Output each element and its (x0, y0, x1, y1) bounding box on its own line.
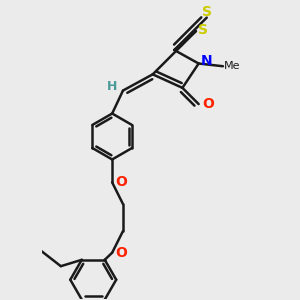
Text: O: O (116, 176, 127, 189)
Text: Me: Me (224, 61, 241, 71)
Text: O: O (116, 246, 127, 260)
Text: S: S (202, 5, 212, 19)
Text: N: N (201, 54, 213, 68)
Text: S: S (198, 23, 208, 37)
Text: O: O (202, 97, 214, 111)
Text: H: H (107, 80, 117, 93)
